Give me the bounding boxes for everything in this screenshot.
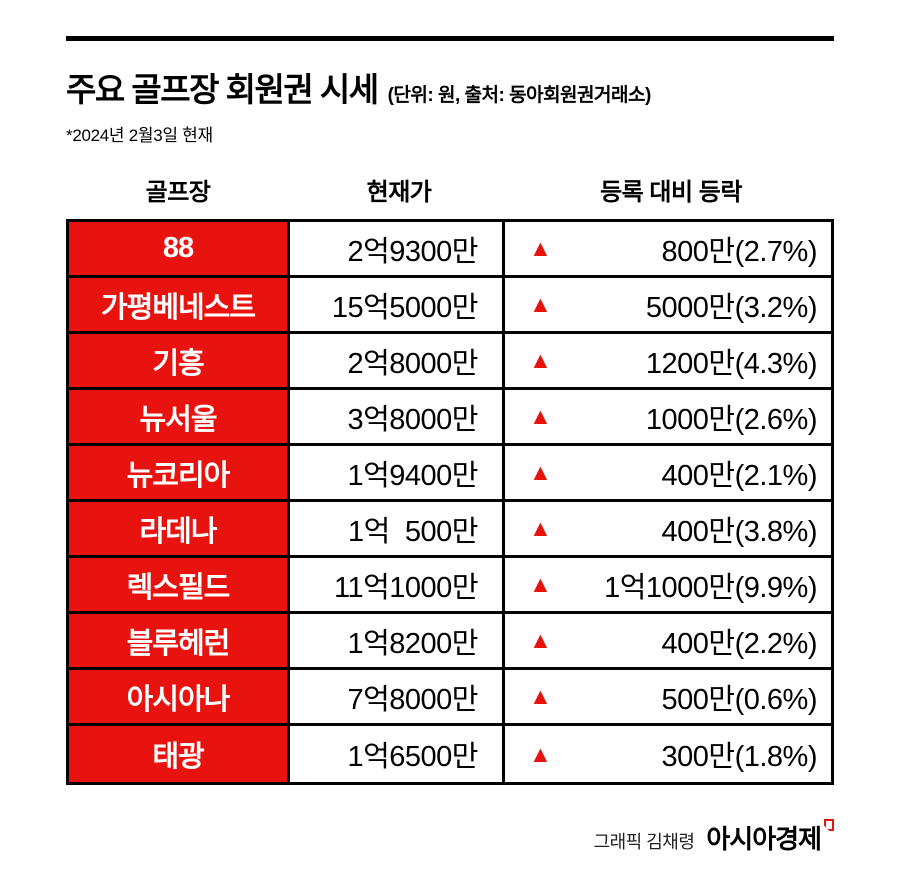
change-value: 1억1000만(9.9%) [604,571,817,604]
page-title: 주요 골프장 회원권 시세 [66,71,379,108]
change-value: 300만(1.8%) [661,741,818,773]
change-value: 1000만(2.6%) [645,403,818,436]
infographic: 주요 골프장 회원권 시세 (단위: 원, 출처: 동아회원권거래소) *202… [66,36,834,856]
change-cell: ▲ 1200만(4.3%) [505,334,831,390]
golf-course-name: 아시아나 [69,670,290,726]
current-price: 1억8200만 [290,614,505,670]
current-price: 2억9300만 [290,222,505,278]
current-price: 2억8000만 [290,334,505,390]
up-triangle-icon: ▲ [529,515,552,541]
unit-source-note: (단위: 원, 출처: 동아회원권거래소) [387,85,652,106]
brand-logo: 아시아경제 [706,819,834,856]
as-of-date-note: *2024년 2월3일 현재 [66,126,213,145]
change-value: 400만(2.1%) [661,459,818,492]
up-triangle-icon: ▲ [529,571,552,597]
change-cell: ▲ 400만(2.2%) [505,614,831,670]
up-triangle-icon: ▲ [529,683,552,709]
golf-course-name: 렉스필드 [69,558,290,614]
price-table: 88 2억9300만 ▲ 800만(2.7%) 가평베네스트 15억5000만 … [66,219,834,785]
change-cell: ▲ 800만(2.7%) [505,222,831,278]
change-cell: ▲ 5000만(3.2%) [505,278,831,334]
change-value: 1200만(4.3%) [645,347,818,380]
up-triangle-icon: ▲ [529,459,552,485]
current-price: 7억8000만 [290,670,505,726]
current-price: 15억5000만 [290,278,505,334]
current-price: 1억6500만 [290,726,505,782]
change-cell: ▲ 500만(0.6%) [505,670,831,726]
golf-course-name: 88 [69,222,290,278]
golf-course-name: 뉴서울 [69,390,290,446]
table-row: 뉴서울 3억8000만 ▲ 1000만(2.6%) [69,390,831,446]
top-rule [66,36,834,41]
table-row: 88 2억9300만 ▲ 800만(2.7%) [69,222,831,278]
column-header-change: 등록 대비 등락 [600,179,742,206]
table-row: 태광 1억6500만 ▲ 300만(1.8%) [69,726,831,782]
table-row: 가평베네스트 15억5000만 ▲ 5000만(3.2%) [69,278,831,334]
current-price: 11억1000만 [290,558,505,614]
up-triangle-icon: ▲ [529,403,552,429]
golf-course-name: 뉴코리아 [69,446,290,502]
up-triangle-icon: ▲ [529,627,552,653]
brand-mark-icon [824,819,834,831]
table-row: 렉스필드 11억1000만 ▲ 1억1000만(9.9%) [69,558,831,614]
change-cell: ▲ 400만(3.8%) [505,502,831,558]
table-row: 기흥 2억8000만 ▲ 1200만(4.3%) [69,334,831,390]
up-triangle-icon: ▲ [529,291,552,317]
table-row: 아시아나 7억8000만 ▲ 500만(0.6%) [69,670,831,726]
footer: 그래픽 김채령 아시아경제 [66,819,834,856]
table-row: 블루헤런 1억8200만 ▲ 400만(2.2%) [69,614,831,670]
change-value: 5000만(3.2%) [645,291,818,324]
table-row: 뉴코리아 1억9400만 ▲ 400만(2.1%) [69,446,831,502]
golf-course-name: 가평베네스트 [69,278,290,334]
table-row: 라데나 1억 500만 ▲ 400만(3.8%) [69,502,831,558]
up-triangle-icon: ▲ [529,235,552,261]
current-price: 1억 500만 [290,502,505,558]
change-value: 400만(2.2%) [661,627,818,660]
change-cell: ▲ 300만(1.8%) [505,726,831,782]
current-price: 3억8000만 [290,390,505,446]
change-value: 500만(0.6%) [661,683,818,716]
current-price: 1억9400만 [290,446,505,502]
change-cell: ▲ 1억1000만(9.9%) [505,558,831,614]
column-header-current-price: 현재가 [366,179,432,206]
up-triangle-icon: ▲ [529,347,552,373]
golf-course-name: 라데나 [69,502,290,558]
golf-course-name: 블루헤런 [69,614,290,670]
change-value: 400만(3.8%) [661,515,818,548]
golf-course-name: 태광 [69,726,290,782]
up-triangle-icon: ▲ [529,740,552,767]
change-cell: ▲ 400만(2.1%) [505,446,831,502]
column-header-golf-course: 골프장 [145,179,211,206]
golf-course-name: 기흥 [69,334,290,390]
change-value: 800만(2.7%) [661,235,818,268]
title-line: 주요 골프장 회원권 시세 (단위: 원, 출처: 동아회원권거래소) [66,63,834,111]
change-cell: ▲ 1000만(2.6%) [505,390,831,446]
column-headers: 골프장 현재가 등록 대비 등락 [66,172,834,207]
graphic-credit: 그래픽 김채령 [593,832,695,852]
